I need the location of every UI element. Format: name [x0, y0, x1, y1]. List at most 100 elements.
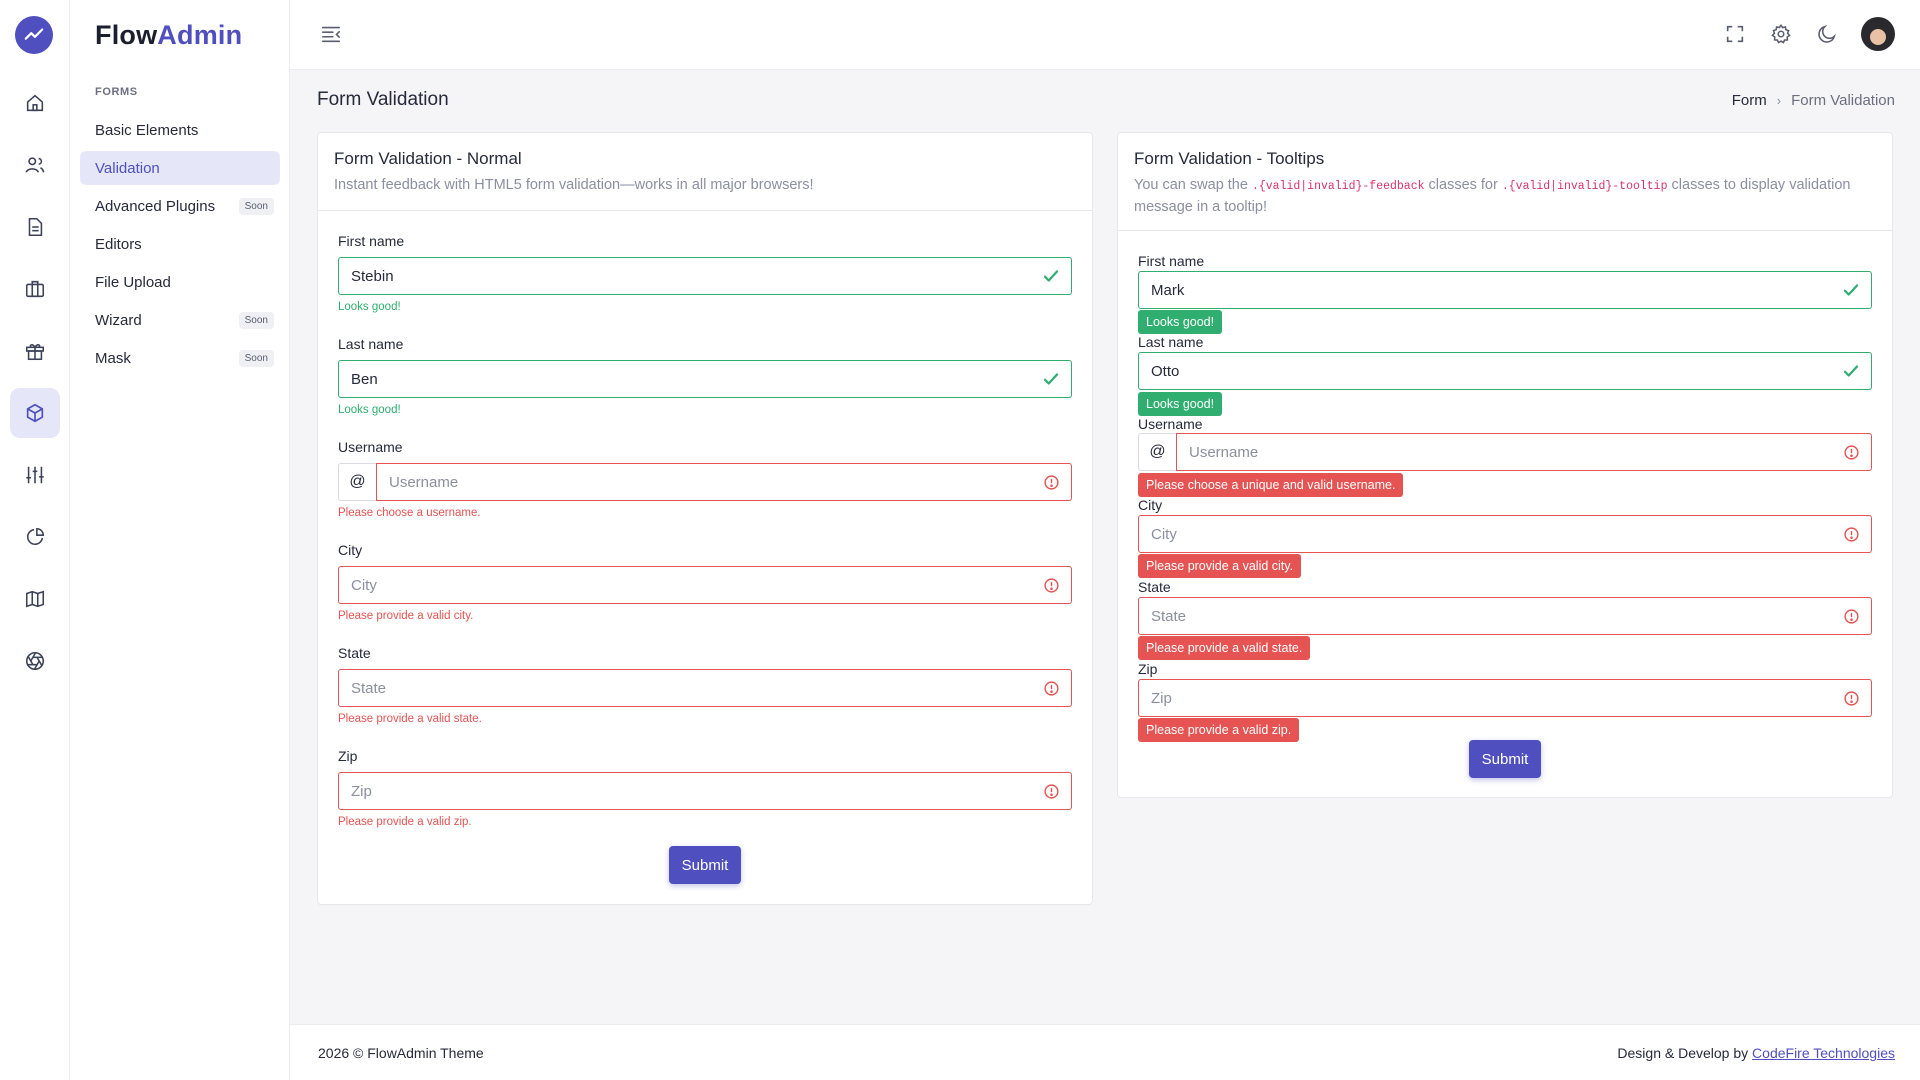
username-input[interactable]: Username — [376, 463, 1072, 501]
field-label: State — [338, 645, 371, 661]
invalid-feedback: Please provide a valid state. — [338, 713, 482, 725]
sidebar-item-label: Basic Elements — [95, 121, 199, 139]
tooltip-state-input[interactable]: State — [1138, 597, 1872, 635]
valid-feedback: Looks good! — [338, 404, 401, 416]
sidebar-item-label: Mask — [95, 349, 131, 367]
document-icon[interactable] — [10, 202, 60, 252]
home-icon[interactable] — [10, 78, 60, 128]
footer-copyright: 2026 © FlowAdmin Theme — [318, 1045, 484, 1061]
card-validation-normal: Form Validation - Normal Instant feedbac… — [317, 132, 1093, 905]
sliders-icon[interactable] — [10, 450, 60, 500]
at-prefix: @ — [338, 463, 376, 501]
sidebar-item-validation[interactable]: Validation — [80, 151, 280, 185]
field-label: Zip — [1138, 661, 1158, 677]
top-actions — [1723, 17, 1895, 51]
breadcrumb: Form › Form Validation — [1732, 92, 1895, 109]
error-icon — [1031, 474, 1071, 491]
sidebar-item-advanced-plugins[interactable]: Advanced Plugins Soon — [80, 189, 280, 223]
tooltip-first-name-field: First name Mark Looks good! — [1138, 253, 1872, 334]
input-placeholder: State — [351, 679, 387, 697]
state-field: State State Please provide a valid state… — [338, 645, 1072, 725]
tooltip-username-input[interactable]: Username — [1176, 433, 1872, 471]
invalid-feedback: Please provide a valid zip. — [338, 816, 472, 828]
tooltip-zip-input[interactable]: Zip — [1138, 679, 1872, 717]
input-placeholder: State — [1151, 607, 1187, 625]
tooltip-first-name-input[interactable]: Mark — [1138, 271, 1872, 309]
invalid-tooltip: Please provide a valid zip. — [1138, 718, 1300, 742]
breadcrumb-separator: › — [1776, 93, 1782, 108]
input-placeholder: Username — [1189, 443, 1259, 461]
footer-credit-link[interactable]: CodeFire Technologies — [1752, 1045, 1895, 1061]
briefcase-icon[interactable] — [10, 264, 60, 314]
card-subtitle: You can swap the .{valid|invalid}-feedba… — [1134, 177, 1851, 215]
users-icon[interactable] — [10, 140, 60, 190]
footer: 2026 © FlowAdmin Theme Design & Develop … — [290, 1024, 1920, 1080]
tooltip-zip-field: Zip Zip Please provide a valid zip. — [1138, 661, 1872, 742]
first-name-input[interactable]: Stebin — [338, 257, 1072, 295]
avatar[interactable] — [1861, 17, 1895, 51]
footer-credit: Design & Develop by CodeFire Technologie… — [1617, 1045, 1895, 1061]
card-title: Form Validation - Tooltips — [1134, 149, 1325, 168]
check-icon — [1031, 370, 1071, 388]
top-bar — [290, 0, 1920, 70]
input-value: Otto — [1151, 362, 1180, 380]
field-label: Username — [338, 439, 403, 455]
tooltip-last-name-input[interactable]: Otto — [1138, 352, 1872, 390]
pie-chart-icon[interactable] — [10, 512, 60, 562]
sidebar-item-basic-elements[interactable]: Basic Elements — [80, 113, 280, 147]
invalid-feedback: Please choose a username. — [338, 507, 481, 519]
input-placeholder: City — [351, 576, 377, 594]
sidebar-item-editors[interactable]: Editors — [80, 227, 280, 261]
error-icon — [1831, 444, 1871, 461]
tooltip-city-input[interactable]: City — [1138, 515, 1872, 553]
field-label: City — [338, 542, 363, 558]
sidebar-item-wizard[interactable]: Wizard Soon — [80, 303, 280, 337]
chart-logo-icon[interactable] — [15, 16, 53, 54]
submit-button[interactable]: Submit — [669, 846, 741, 884]
username-field: Username @ Username Please choose a user… — [338, 439, 1072, 519]
city-input[interactable]: City — [338, 566, 1072, 604]
valid-feedback: Looks good! — [338, 301, 401, 313]
sidebar-item-label: File Upload — [95, 273, 171, 291]
gear-icon[interactable] — [1769, 22, 1793, 46]
card-header: Form Validation - Normal Instant feedbac… — [318, 133, 1092, 211]
box-icon[interactable] — [10, 388, 60, 438]
input-placeholder: Username — [389, 473, 459, 491]
breadcrumb-current: Form Validation — [1791, 92, 1895, 109]
sidebar-item-file-upload[interactable]: File Upload — [80, 265, 280, 299]
field-label: Last name — [338, 336, 404, 352]
field-label: State — [1138, 579, 1171, 595]
zip-input[interactable]: Zip — [338, 772, 1072, 810]
gift-icon[interactable] — [10, 326, 60, 376]
error-icon — [1031, 577, 1071, 594]
city-field: City City Please provide a valid city. — [338, 542, 1072, 622]
field-label: Zip — [338, 748, 358, 764]
tooltip-city-field: City City Please provide a valid city. — [1138, 497, 1872, 578]
zip-field: Zip Zip Please provide a valid zip. — [338, 748, 1072, 828]
sidebar-item-mask[interactable]: Mask Soon — [80, 341, 280, 375]
tooltip-username-input-group: @ Username — [1138, 433, 1872, 471]
card-title: Form Validation - Normal — [334, 149, 522, 168]
field-label: First name — [1138, 253, 1205, 269]
soon-badge: Soon — [238, 197, 274, 215]
map-icon[interactable] — [10, 574, 60, 624]
sidebar-item-label: Editors — [95, 235, 142, 253]
menu-toggle-icon[interactable] — [320, 23, 342, 50]
card-subtitle: Instant feedback with HTML5 form validat… — [334, 177, 814, 193]
error-icon — [1031, 783, 1071, 800]
soon-badge: Soon — [238, 349, 274, 367]
input-value: Ben — [351, 370, 378, 388]
brand-logo[interactable]: FlowAdmin — [95, 20, 243, 50]
breadcrumb-parent[interactable]: Form — [1731, 92, 1767, 109]
invalid-tooltip: Please provide a valid city. — [1138, 554, 1302, 578]
moon-icon[interactable] — [1815, 22, 1839, 46]
aperture-icon[interactable] — [10, 636, 60, 686]
last-name-input[interactable]: Ben — [338, 360, 1072, 398]
submit-button[interactable]: Submit — [1469, 740, 1541, 778]
error-icon — [1831, 526, 1871, 543]
state-input[interactable]: State — [338, 669, 1072, 707]
at-prefix: @ — [1138, 433, 1176, 471]
fullscreen-icon[interactable] — [1723, 22, 1747, 46]
field-label: Last name — [1138, 334, 1204, 350]
first-name-field: First name Stebin Looks good! — [338, 233, 1072, 313]
